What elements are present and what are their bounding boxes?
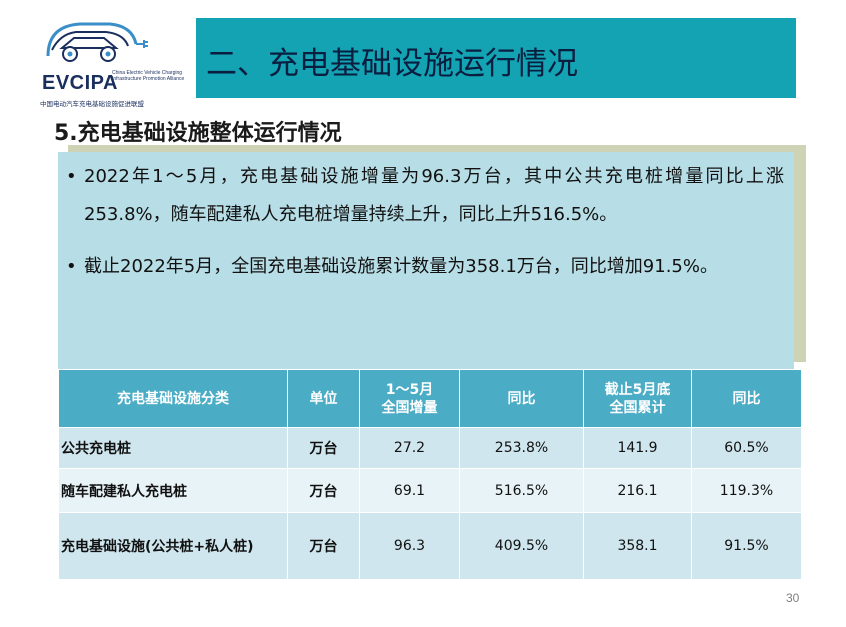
table-row: 公共充电桩 万台 27.2 253.8% 141.9 60.5% bbox=[58, 427, 802, 469]
title-bar: 二、充电基础设施运行情况 bbox=[196, 18, 796, 98]
bullet-marker: • bbox=[66, 256, 77, 277]
page-title: 二、充电基础设施运行情况 bbox=[206, 46, 578, 82]
cell-category: 充电基础设施(公共桩+私人桩) bbox=[58, 512, 288, 580]
cell-unit: 万台 bbox=[287, 468, 360, 513]
summary-text-box: • 2022年1～5月，充电基础设施增量为96.3万台，其中公共充电桩增量同比上… bbox=[58, 152, 794, 369]
section-title: 5.充电基础设施整体运行情况 bbox=[54, 121, 342, 146]
cell-category: 随车配建私人充电桩 bbox=[58, 468, 288, 513]
cell-cumulative: 141.9 bbox=[583, 427, 692, 469]
logo-subtitle: China Electric Vehicle Charging Infrastr… bbox=[112, 70, 185, 82]
header-cumulative: 截止5月底 全国累计 bbox=[583, 369, 692, 428]
table-row: 随车配建私人充电桩 万台 69.1 516.5% 216.1 119.3% bbox=[58, 468, 802, 513]
cell-unit: 万台 bbox=[287, 427, 360, 469]
logo-name: EVCIPA bbox=[42, 72, 118, 94]
cell-category: 公共充电桩 bbox=[58, 427, 288, 469]
cell-increment-yoy: 253.8% bbox=[459, 427, 584, 469]
bullet-marker: • bbox=[66, 166, 77, 187]
cell-cumulative-yoy: 60.5% bbox=[691, 427, 802, 469]
cell-increment: 69.1 bbox=[359, 468, 460, 513]
cell-cumulative: 358.1 bbox=[583, 512, 692, 580]
cell-increment-yoy: 516.5% bbox=[459, 468, 584, 513]
header-cumulative-yoy: 同比 bbox=[691, 369, 802, 428]
bullet-text: 2022年1～5月，充电基础设施增量为96.3万台，其中公共充电桩增量同比上涨2… bbox=[84, 166, 784, 225]
header-unit: 单位 bbox=[287, 369, 360, 428]
cell-increment-yoy: 409.5% bbox=[459, 512, 584, 580]
header-category: 充电基础设施分类 bbox=[58, 369, 288, 428]
evcipa-logo: EVCIPA China Electric Vehicle Charging I… bbox=[22, 14, 192, 108]
logo-chinese-name: 中国电动汽车充电基础设施促进联盟 bbox=[40, 100, 144, 108]
cell-increment: 27.2 bbox=[359, 427, 460, 469]
cell-cumulative-yoy: 119.3% bbox=[691, 468, 802, 513]
table-row: 充电基础设施(公共桩+私人桩) 万台 96.3 409.5% 358.1 91.… bbox=[58, 512, 802, 580]
charging-stats-table: 充电基础设施分类 单位 1～5月 全国增量 同比 截止5月底 全国累计 同比 公… bbox=[58, 369, 802, 580]
bullet-text: 截止2022年5月，全国充电基础设施累计数量为358.1万台，同比增加91.5%… bbox=[84, 256, 718, 277]
bullet-item: • 2022年1～5月，充电基础设施增量为96.3万台，其中公共充电桩增量同比上… bbox=[66, 158, 784, 234]
cell-unit: 万台 bbox=[287, 512, 360, 580]
bullet-item: • 截止2022年5月，全国充电基础设施累计数量为358.1万台，同比增加91.… bbox=[66, 248, 784, 286]
ev-plug-logo-icon bbox=[46, 22, 148, 62]
table-header-row: 充电基础设施分类 单位 1～5月 全国增量 同比 截止5月底 全国累计 同比 bbox=[58, 369, 802, 428]
header-increment-yoy: 同比 bbox=[459, 369, 584, 428]
page-number: 30 bbox=[786, 591, 800, 605]
cell-cumulative-yoy: 91.5% bbox=[691, 512, 802, 580]
cell-increment: 96.3 bbox=[359, 512, 460, 580]
cell-cumulative: 216.1 bbox=[583, 468, 692, 513]
header-increment: 1～5月 全国增量 bbox=[359, 369, 460, 428]
